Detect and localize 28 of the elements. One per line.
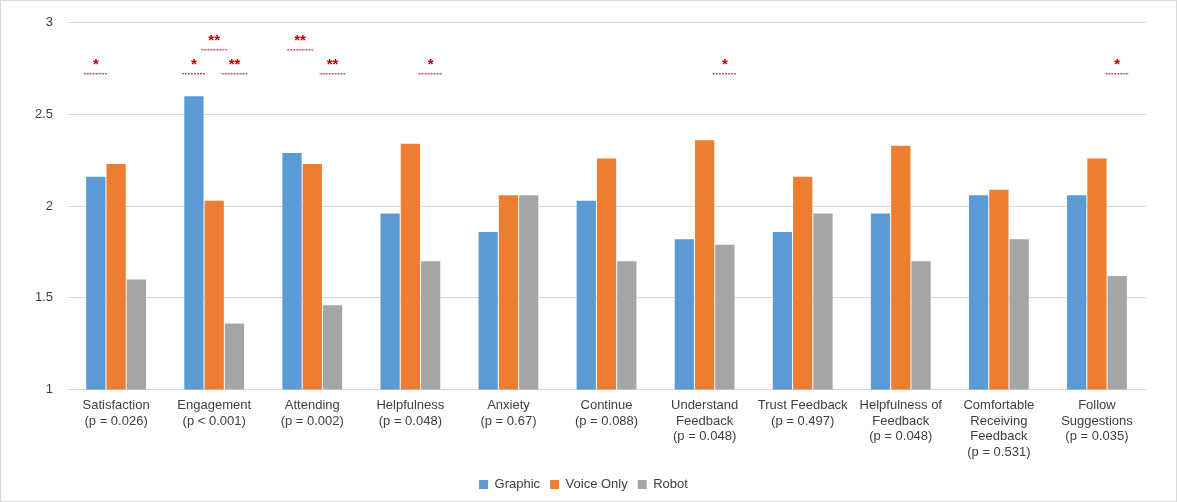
y-tick-label: 1.5	[34, 289, 54, 305]
x-tick-label: Follow Suggestions (p = 0.035)	[1061, 396, 1134, 444]
annotation: *	[721, 55, 728, 73]
legend-label: Voice Only	[565, 476, 629, 492]
x-tick-label: Satisfaction (p = 0.026)	[82, 396, 150, 428]
annotation: *	[92, 55, 99, 73]
legend-label: Graphic	[494, 476, 541, 492]
x-tick-label: Engagement (p < 0.001)	[177, 396, 252, 428]
annotation: *	[427, 55, 434, 73]
annotation: **	[228, 55, 241, 73]
y-tick-label: 2.5	[34, 106, 54, 122]
annotation: *	[191, 55, 198, 73]
x-tick-label: Anxiety (p = 0.67)	[480, 396, 537, 428]
legend-label: Robot	[653, 476, 689, 492]
y-tick-label: 3	[45, 14, 54, 30]
annotation: **	[208, 31, 221, 49]
y-tick-label: 2	[45, 197, 54, 213]
x-tick-label: Trust Feedback (p = 0.497)	[757, 396, 849, 428]
y-tick-label: 1	[45, 381, 54, 397]
x-tick-label: Continue (p = 0.088)	[574, 396, 639, 428]
x-tick-label: Attending (p = 0.002)	[280, 396, 344, 428]
x-tick-label: Comfortable Receiving Feedback (p = 0.531)	[963, 396, 1035, 459]
annotation: *	[1114, 55, 1121, 73]
annotation: **	[326, 55, 339, 73]
x-tick-label: Helpfulness of Feedback (p = 0.048)	[859, 396, 943, 444]
x-tick-label: Helpfulness (p = 0.048)	[376, 396, 445, 428]
annotation: **	[294, 31, 307, 49]
x-tick-label: Understand Feedback (p = 0.048)	[671, 396, 739, 444]
